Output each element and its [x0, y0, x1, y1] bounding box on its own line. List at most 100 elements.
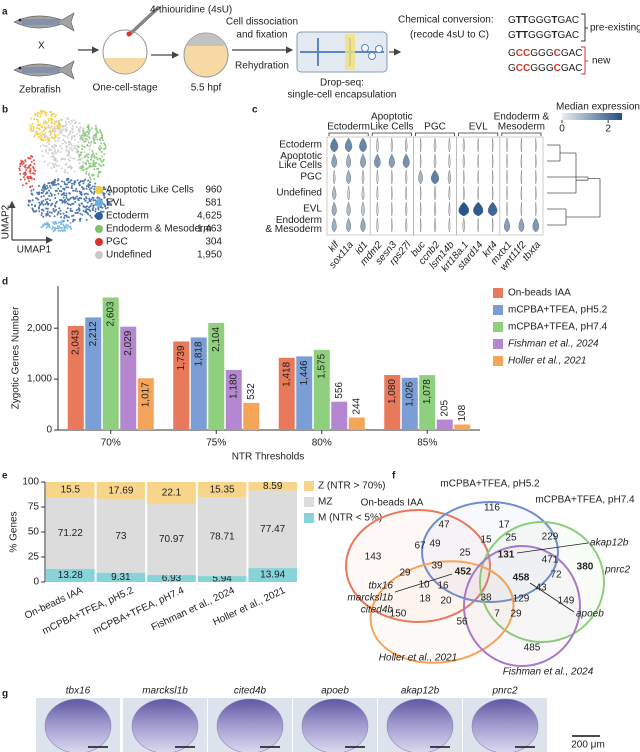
venn-count: 38 — [480, 593, 492, 604]
stack-segment — [46, 482, 95, 498]
violin — [506, 201, 508, 217]
legend-swatch — [95, 251, 103, 259]
value-label: 1,739 — [176, 345, 187, 370]
gene-callout: cited4b — [361, 605, 394, 616]
violin — [330, 137, 339, 153]
x-tick-label: mCPBA+TFEA, pH7.4 — [91, 585, 186, 637]
y-tick-label: 0 — [46, 425, 52, 436]
embryo-yolk — [104, 58, 146, 74]
stack-segment — [96, 572, 146, 582]
base: G — [544, 15, 552, 26]
violin — [391, 185, 393, 201]
group-label: Mesoderm — [498, 122, 545, 133]
venn-count: 129 — [513, 594, 530, 605]
base: G — [530, 48, 538, 59]
base: A — [569, 48, 576, 59]
axis-title: UMAP2 — [1, 204, 12, 239]
venn-count: 143 — [365, 552, 382, 563]
legend-swatch — [95, 199, 103, 207]
violin — [477, 185, 479, 201]
base: G — [508, 30, 516, 41]
cluster-count: 1,950 — [197, 250, 222, 261]
base: G — [536, 30, 544, 41]
cluster-count: 960 — [205, 185, 222, 196]
value-label: 13.94 — [260, 570, 285, 581]
venn-count: 20 — [440, 596, 452, 607]
umap-cluster-cells — [39, 117, 92, 174]
bar — [173, 341, 190, 430]
sequence: GTTGGGTGAC — [508, 15, 579, 26]
bar — [401, 377, 418, 430]
base: C — [572, 15, 579, 26]
violin — [506, 153, 508, 169]
venn-set — [463, 545, 581, 667]
group-bracket — [371, 132, 412, 136]
x-tick-label: 75% — [206, 438, 226, 449]
y-tick-label: 0 — [33, 577, 39, 588]
bar — [102, 297, 119, 430]
embryo-image — [131, 698, 199, 752]
violin — [419, 185, 422, 201]
value-label: 9.31 — [111, 572, 131, 583]
droplet — [126, 31, 132, 37]
venn-count: 485 — [524, 643, 541, 654]
base: G — [538, 63, 546, 74]
legend-swatch — [493, 339, 503, 349]
base: A — [565, 30, 572, 41]
bar — [278, 357, 295, 430]
value-label: 15.5 — [61, 484, 81, 495]
bar — [120, 326, 137, 430]
bracket — [581, 46, 588, 75]
venn-set — [479, 521, 605, 643]
gene-callout: apoeb — [576, 609, 604, 620]
row-label: & Mesoderm — [265, 224, 322, 235]
bar — [313, 349, 330, 430]
bracket-label: pre-existing — [590, 23, 640, 34]
base: C — [575, 48, 582, 59]
step-label: Chemical conversion: — [398, 15, 494, 26]
reagent-label: 4-thiouridine (4sU) — [150, 5, 232, 16]
venn-set-label: mCPBA+TFEA, pH7.4 — [535, 495, 635, 506]
violin — [433, 201, 437, 217]
violin — [360, 153, 366, 169]
violin — [360, 217, 366, 233]
value-label: 556 — [334, 382, 345, 399]
violin — [361, 185, 365, 201]
step-label: single-cell encapsulation — [288, 90, 397, 101]
venn-count: 18 — [419, 594, 431, 605]
group-label: Like Cells — [370, 122, 413, 133]
base: A — [569, 63, 576, 74]
droplet-bead — [368, 52, 376, 60]
axis-title: Zygotic Genes Number — [11, 306, 22, 409]
base: T — [551, 15, 557, 26]
violin — [347, 185, 350, 201]
cluster-count: 581 — [205, 198, 222, 209]
violin — [331, 201, 337, 217]
violin — [402, 153, 410, 169]
violin — [404, 137, 408, 153]
group-label: Apoptotic — [371, 112, 413, 123]
violin — [535, 169, 537, 185]
sequence: GCCGGGCGAC — [508, 63, 583, 74]
row-label: EVL — [303, 204, 322, 215]
violin — [419, 201, 422, 217]
group-bracket — [328, 132, 369, 136]
group-label: Endoderm & — [494, 112, 550, 123]
step-label: and fixation — [236, 30, 287, 41]
legend-swatch — [493, 356, 503, 366]
bar — [67, 325, 84, 430]
venn-count: 131 — [498, 550, 515, 561]
bracket-label: new — [592, 56, 611, 67]
base: G — [528, 30, 536, 41]
violin — [535, 185, 537, 201]
sequence: GTTGGGTGAC — [508, 30, 579, 41]
violin — [361, 201, 365, 217]
violin — [346, 217, 352, 233]
venn-count: 17 — [498, 520, 510, 531]
scale-label: 200 μm — [571, 740, 605, 751]
value-label: 15.35 — [210, 484, 235, 495]
violin — [390, 137, 393, 153]
value-label: 2,603 — [105, 301, 116, 326]
legend-swatch — [95, 238, 103, 246]
violin — [491, 153, 494, 169]
